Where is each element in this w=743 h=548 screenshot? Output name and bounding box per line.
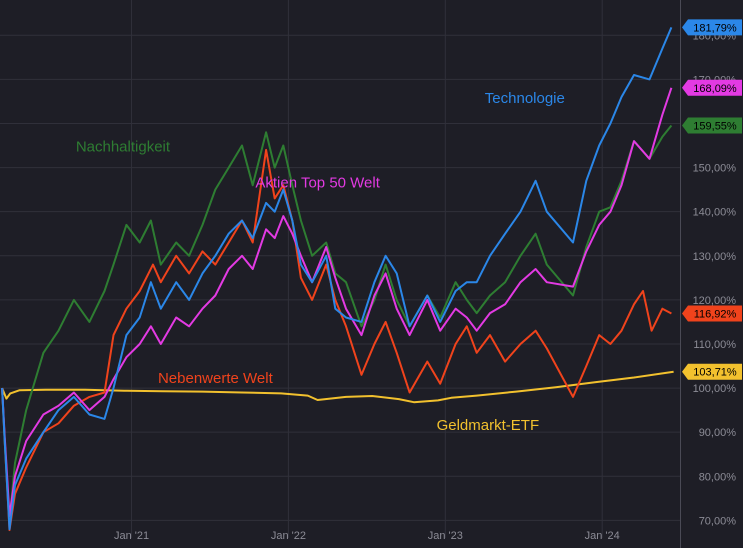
y-tick-label: 70,00% <box>699 515 737 527</box>
y-tick-label: 140,00% <box>693 207 737 219</box>
last-value-badge-aktien-top-50-welt: 168,09% <box>682 79 742 96</box>
series-label-technologie: Technologie <box>485 90 565 107</box>
series-label-nebenwerte-welt: Nebenwerte Welt <box>158 370 274 387</box>
badge-shape <box>682 19 742 36</box>
y-tick-label: 120,00% <box>693 295 737 307</box>
last-value-badge-technologie: 181,79% <box>682 19 742 36</box>
series-line-nachhaltigkeit <box>1 124 673 522</box>
y-tick-label: 130,00% <box>693 251 737 263</box>
badge-shape <box>682 79 742 96</box>
badge-shape <box>682 305 742 322</box>
badge-value: 116,92% <box>694 308 737 320</box>
last-value-badge-geldmarkt-etf: 103,71% <box>682 363 742 380</box>
y-tick-label: 90,00% <box>699 427 737 439</box>
badge-value: 168,09% <box>693 83 737 95</box>
badge-value: 103,71% <box>693 367 737 379</box>
x-tick-label: Jan '23 <box>428 530 463 542</box>
x-tick-label: Jan '21 <box>114 530 149 542</box>
series-label-geldmarkt-etf: Geldmarkt-ETF <box>437 417 540 434</box>
badge-shape <box>682 363 742 380</box>
badge-shape <box>682 117 742 134</box>
x-axis: Jan '21 Jan '22 Jan '23 Jan '24 <box>114 530 620 542</box>
y-tick-label: 150,00% <box>693 163 737 175</box>
last-value-badge-nebenwerte-welt: 116,92% <box>682 305 742 322</box>
badge-value: 159,55% <box>693 120 737 132</box>
series-labels: Geldmarkt-ETF Nebenwerte Welt Nachhaltigke… <box>76 90 565 434</box>
series-line-nebenwerte-welt <box>1 148 672 532</box>
series-line-geldmarkt-etf <box>1 370 674 404</box>
x-tick-label: Jan '24 <box>585 530 620 542</box>
last-value-badges: 103,71% 116,92% 159,55% 168,09% 181,79% <box>682 19 742 380</box>
x-tick-label: Jan '22 <box>271 530 306 542</box>
y-tick-label: 80,00% <box>699 471 737 483</box>
grid <box>0 0 680 538</box>
last-value-badge-nachhaltigkeit: 159,55% <box>682 117 742 134</box>
series-line-technologie <box>1 27 673 531</box>
series-label-aktien-top-50-welt: Aktien Top 50 Welt <box>255 174 380 191</box>
badge-value: 181,79% <box>693 22 737 34</box>
y-tick-label: 110,00% <box>693 339 736 351</box>
series-lines <box>1 27 674 532</box>
series-label-nachhaltigkeit: Nachhaltigkeit <box>76 139 171 156</box>
y-tick-label: 100,00% <box>693 383 737 395</box>
